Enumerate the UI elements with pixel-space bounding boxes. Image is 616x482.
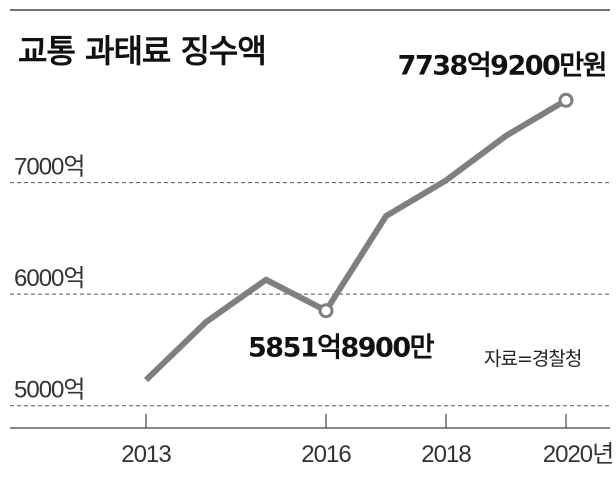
x-tick-label-2016: 2016 xyxy=(301,441,351,468)
chart-title: 교통 과태료 징수액 xyxy=(18,32,267,70)
x-tick-label-2018: 2018 xyxy=(421,441,471,468)
data-point-2020 xyxy=(558,92,574,108)
y-tick-label-7000: 7000억 xyxy=(14,154,84,181)
source-note: 자료=경찰청 xyxy=(484,348,582,370)
x-tick-label-2013: 2013 xyxy=(121,441,171,468)
y-tick-label-6000: 6000억 xyxy=(14,265,84,292)
data-label-2020: 7738억9200만원 xyxy=(398,50,606,81)
data-label-2016: 5851억8900만 xyxy=(248,333,435,364)
series-line xyxy=(143,97,568,383)
data-point-2016 xyxy=(318,303,334,319)
y-tick-label-5000: 5000억 xyxy=(14,377,84,404)
x-tick-label-2020: 2020년 xyxy=(543,441,613,468)
